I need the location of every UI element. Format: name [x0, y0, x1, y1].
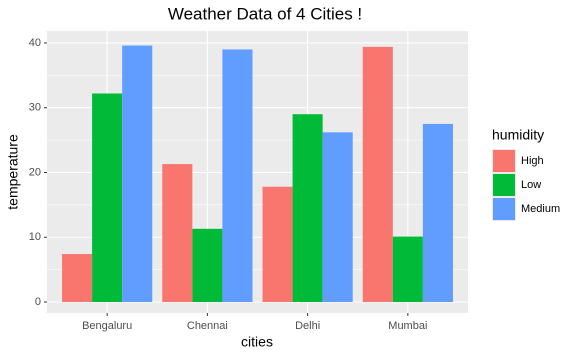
bar — [92, 93, 123, 302]
legend-title: humidity — [492, 127, 544, 143]
bar — [322, 132, 353, 302]
bar — [362, 46, 393, 302]
legend-label: Medium — [521, 203, 560, 215]
legend-swatch — [493, 174, 515, 196]
y-tick-label: 40 — [29, 37, 41, 49]
x-tick-label: Delhi — [295, 320, 320, 332]
chart-title: Weather Data of 4 Cities ! — [168, 4, 362, 23]
y-tick-label: 10 — [29, 231, 41, 243]
bar — [222, 49, 253, 302]
legend-swatch — [493, 198, 515, 220]
bar — [392, 236, 423, 302]
bar — [62, 254, 93, 302]
legend-label: Low — [521, 179, 541, 191]
bar — [162, 164, 193, 302]
x-axis-title: cities — [241, 334, 273, 350]
bar — [122, 45, 153, 302]
y-tick-label: 20 — [29, 166, 41, 178]
x-tick-label: Mumbai — [388, 320, 427, 332]
x-tick-label: Chennai — [187, 320, 228, 332]
bar — [262, 186, 293, 302]
y-tick-label: 0 — [35, 296, 41, 308]
y-tick-label: 30 — [29, 102, 41, 114]
bar — [422, 123, 453, 302]
legend-label: High — [521, 155, 544, 167]
y-axis-title: temperature — [5, 134, 21, 210]
bar — [192, 228, 223, 302]
legend-swatch — [493, 150, 515, 172]
x-tick-label: Bengaluru — [82, 320, 132, 332]
bar — [292, 114, 323, 302]
